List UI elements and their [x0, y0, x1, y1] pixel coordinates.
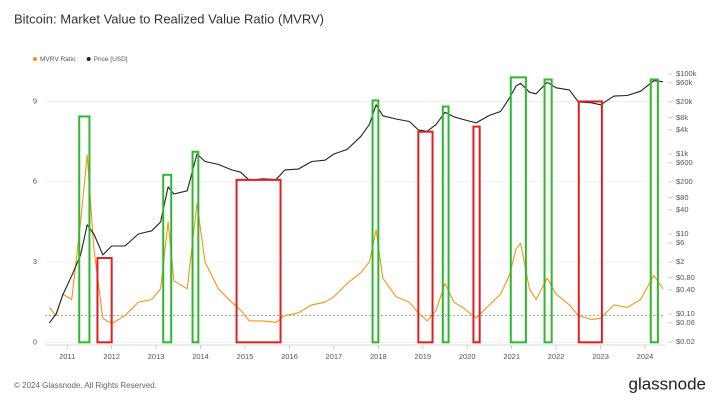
- copyright: © 2024 Glassnode. All Rights Reserved.: [14, 381, 157, 390]
- legend-label: MVRV Ratio: [40, 56, 76, 63]
- y-tick-label: 3: [33, 257, 37, 266]
- y2-tick-label: $40: [676, 205, 689, 214]
- y-tick-label: 0: [33, 337, 37, 346]
- y2-tick-label: $600: [676, 158, 693, 167]
- y-tick-label: 6: [33, 177, 37, 186]
- x-tick-label: 2024: [637, 352, 654, 361]
- x-tick-label: 2013: [148, 352, 165, 361]
- y2-tick-label: $1k: [676, 149, 688, 158]
- x-tick-label: 2023: [592, 352, 609, 361]
- x-tick-label: 2011: [59, 352, 75, 361]
- highlight-box: [577, 100, 603, 344]
- x-tick-label: 2022: [548, 352, 565, 361]
- y2-tick-label: $6: [676, 238, 684, 247]
- series-line: [48, 80, 663, 324]
- y2-tick-label: $0.02: [676, 337, 695, 346]
- y2-tick-label: $0.80: [676, 273, 695, 282]
- highlight-box: [162, 173, 173, 344]
- brand: glassnode: [628, 374, 706, 393]
- y2-tick-label: $100k: [676, 69, 697, 78]
- y2-tick-label: $0.06: [676, 318, 695, 327]
- y-tick-label: 9: [33, 96, 37, 105]
- y2-tick-label: $0.10: [676, 309, 695, 318]
- highlight-box: [78, 115, 91, 344]
- y2-tick-label: $20k: [676, 97, 693, 106]
- y2-tick-label: $10: [676, 229, 689, 238]
- x-tick-label: 2015: [237, 352, 254, 361]
- y2-tick-label: $80: [676, 193, 689, 202]
- highlight-box: [509, 76, 527, 344]
- series-line: [48, 154, 664, 325]
- highlight-box: [441, 105, 450, 344]
- legend-label: Price [USD]: [94, 56, 128, 63]
- y2-tick-label: $2: [676, 257, 684, 266]
- x-tick-label: 2014: [192, 352, 209, 361]
- y2-tick-label: $60k: [676, 78, 693, 87]
- y2-tick-label: $200: [676, 177, 693, 186]
- highlight-box: [417, 130, 434, 344]
- x-tick-label: 2019: [414, 352, 431, 361]
- y2-tick-label: $0.40: [676, 285, 695, 294]
- x-tick-label: 2018: [370, 352, 387, 361]
- y2-tick-label: $8k: [676, 113, 688, 122]
- x-tick-label: 2021: [503, 352, 520, 361]
- highlight-box: [371, 99, 380, 344]
- highlight-box: [96, 257, 113, 344]
- y2-tick-label: $4k: [676, 125, 688, 134]
- highlight-box: [649, 78, 659, 344]
- legend-marker: [86, 57, 91, 61]
- highlight-box: [235, 178, 282, 344]
- highlight-box: [543, 78, 553, 344]
- x-tick-label: 2020: [459, 352, 476, 361]
- x-tick-label: 2012: [103, 352, 120, 361]
- x-tick-label: 2016: [281, 352, 298, 361]
- legend-marker: [33, 57, 37, 61]
- highlight-box: [191, 150, 200, 344]
- chart-title: Bitcoin: Market Value to Realized Value …: [14, 11, 324, 26]
- highlight-box: [472, 125, 481, 344]
- x-tick-label: 2017: [326, 352, 343, 361]
